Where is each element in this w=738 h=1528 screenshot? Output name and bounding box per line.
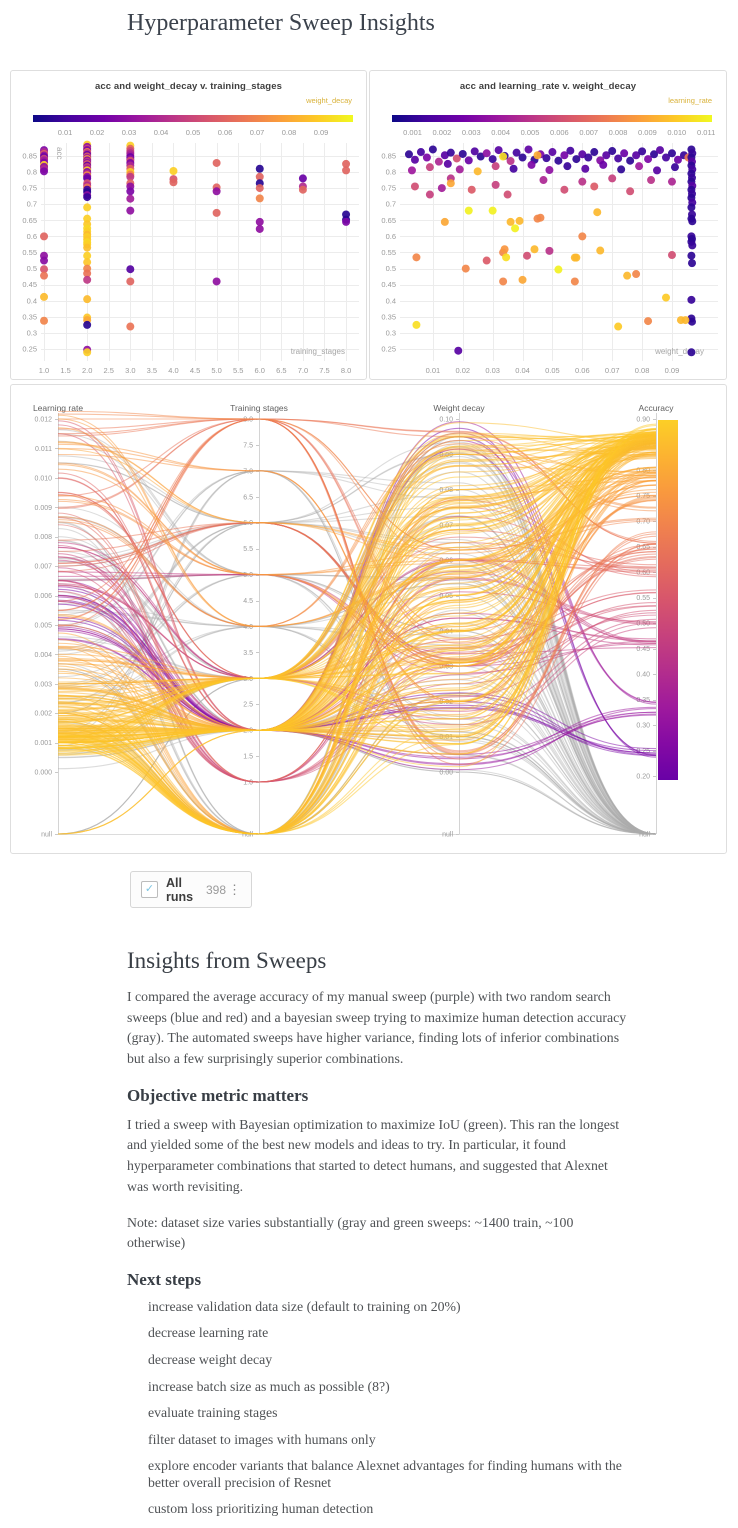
panel-scatter-training-stages[interactable]: acc and weight_decay v. training_stages … — [10, 70, 367, 380]
insights-paragraph: I compared the average accuracy of my ma… — [127, 989, 627, 1067]
next-step-item: custom loss prioritizing human detection — [148, 1501, 374, 1517]
next-step-item: decrease learning rate — [148, 1325, 269, 1341]
next-step-item: filter dataset to images with humans onl… — [148, 1431, 376, 1447]
run-set-label: All runs — [166, 875, 194, 904]
parallel-coordinates-canvas[interactable] — [11, 385, 726, 853]
objective-note: Note: dataset size varies substantially … — [127, 1214, 574, 1251]
section-heading-objective: Objective metric matters — [127, 1085, 309, 1105]
section-heading-next-steps: Next steps — [127, 1269, 202, 1289]
panel-title: acc and weight_decay v. training_stages — [95, 81, 282, 92]
panel-title: acc and learning_rate v. weight_decay — [459, 81, 637, 92]
color-legend-label: learning_rate — [668, 96, 712, 105]
panel-parallel-coordinates[interactable] — [10, 384, 727, 854]
objective-paragraph: I tried a sweep with Bayesian optimizati… — [127, 1116, 620, 1194]
next-step-item: increase batch size as much as possible … — [148, 1378, 390, 1394]
section-heading-insights: Insights from Sweeps — [127, 948, 327, 973]
kebab-menu-icon[interactable]: ⋮ — [228, 882, 241, 897]
next-step-item: increase validation data size (default t… — [148, 1298, 461, 1314]
next-step-item: decrease weight decay — [148, 1351, 273, 1367]
next-step-item: explore encoder variants that balance Al… — [148, 1458, 622, 1490]
scatter-canvas-weight-decay[interactable] — [370, 71, 725, 379]
scatter-canvas-training-stages[interactable] — [11, 71, 366, 379]
run-count-badge: 398 — [205, 882, 226, 897]
next-step-item: evaluate training stages — [148, 1405, 278, 1421]
report-body: Insights from Sweeps I compared the aver… — [127, 948, 627, 1528]
next-steps-list: increase validation data size (default t… — [127, 1299, 627, 1518]
panel-scatter-weight-decay[interactable]: acc and learning_rate v. weight_decay le… — [369, 70, 727, 380]
run-selector[interactable]: ✓ All runs 398 ⋮ — [130, 871, 252, 908]
page-title: Hyperparameter Sweep Insights — [127, 10, 435, 36]
checkbox-checked-icon[interactable]: ✓ — [141, 881, 158, 898]
color-legend-label: weight_decay — [306, 96, 352, 105]
